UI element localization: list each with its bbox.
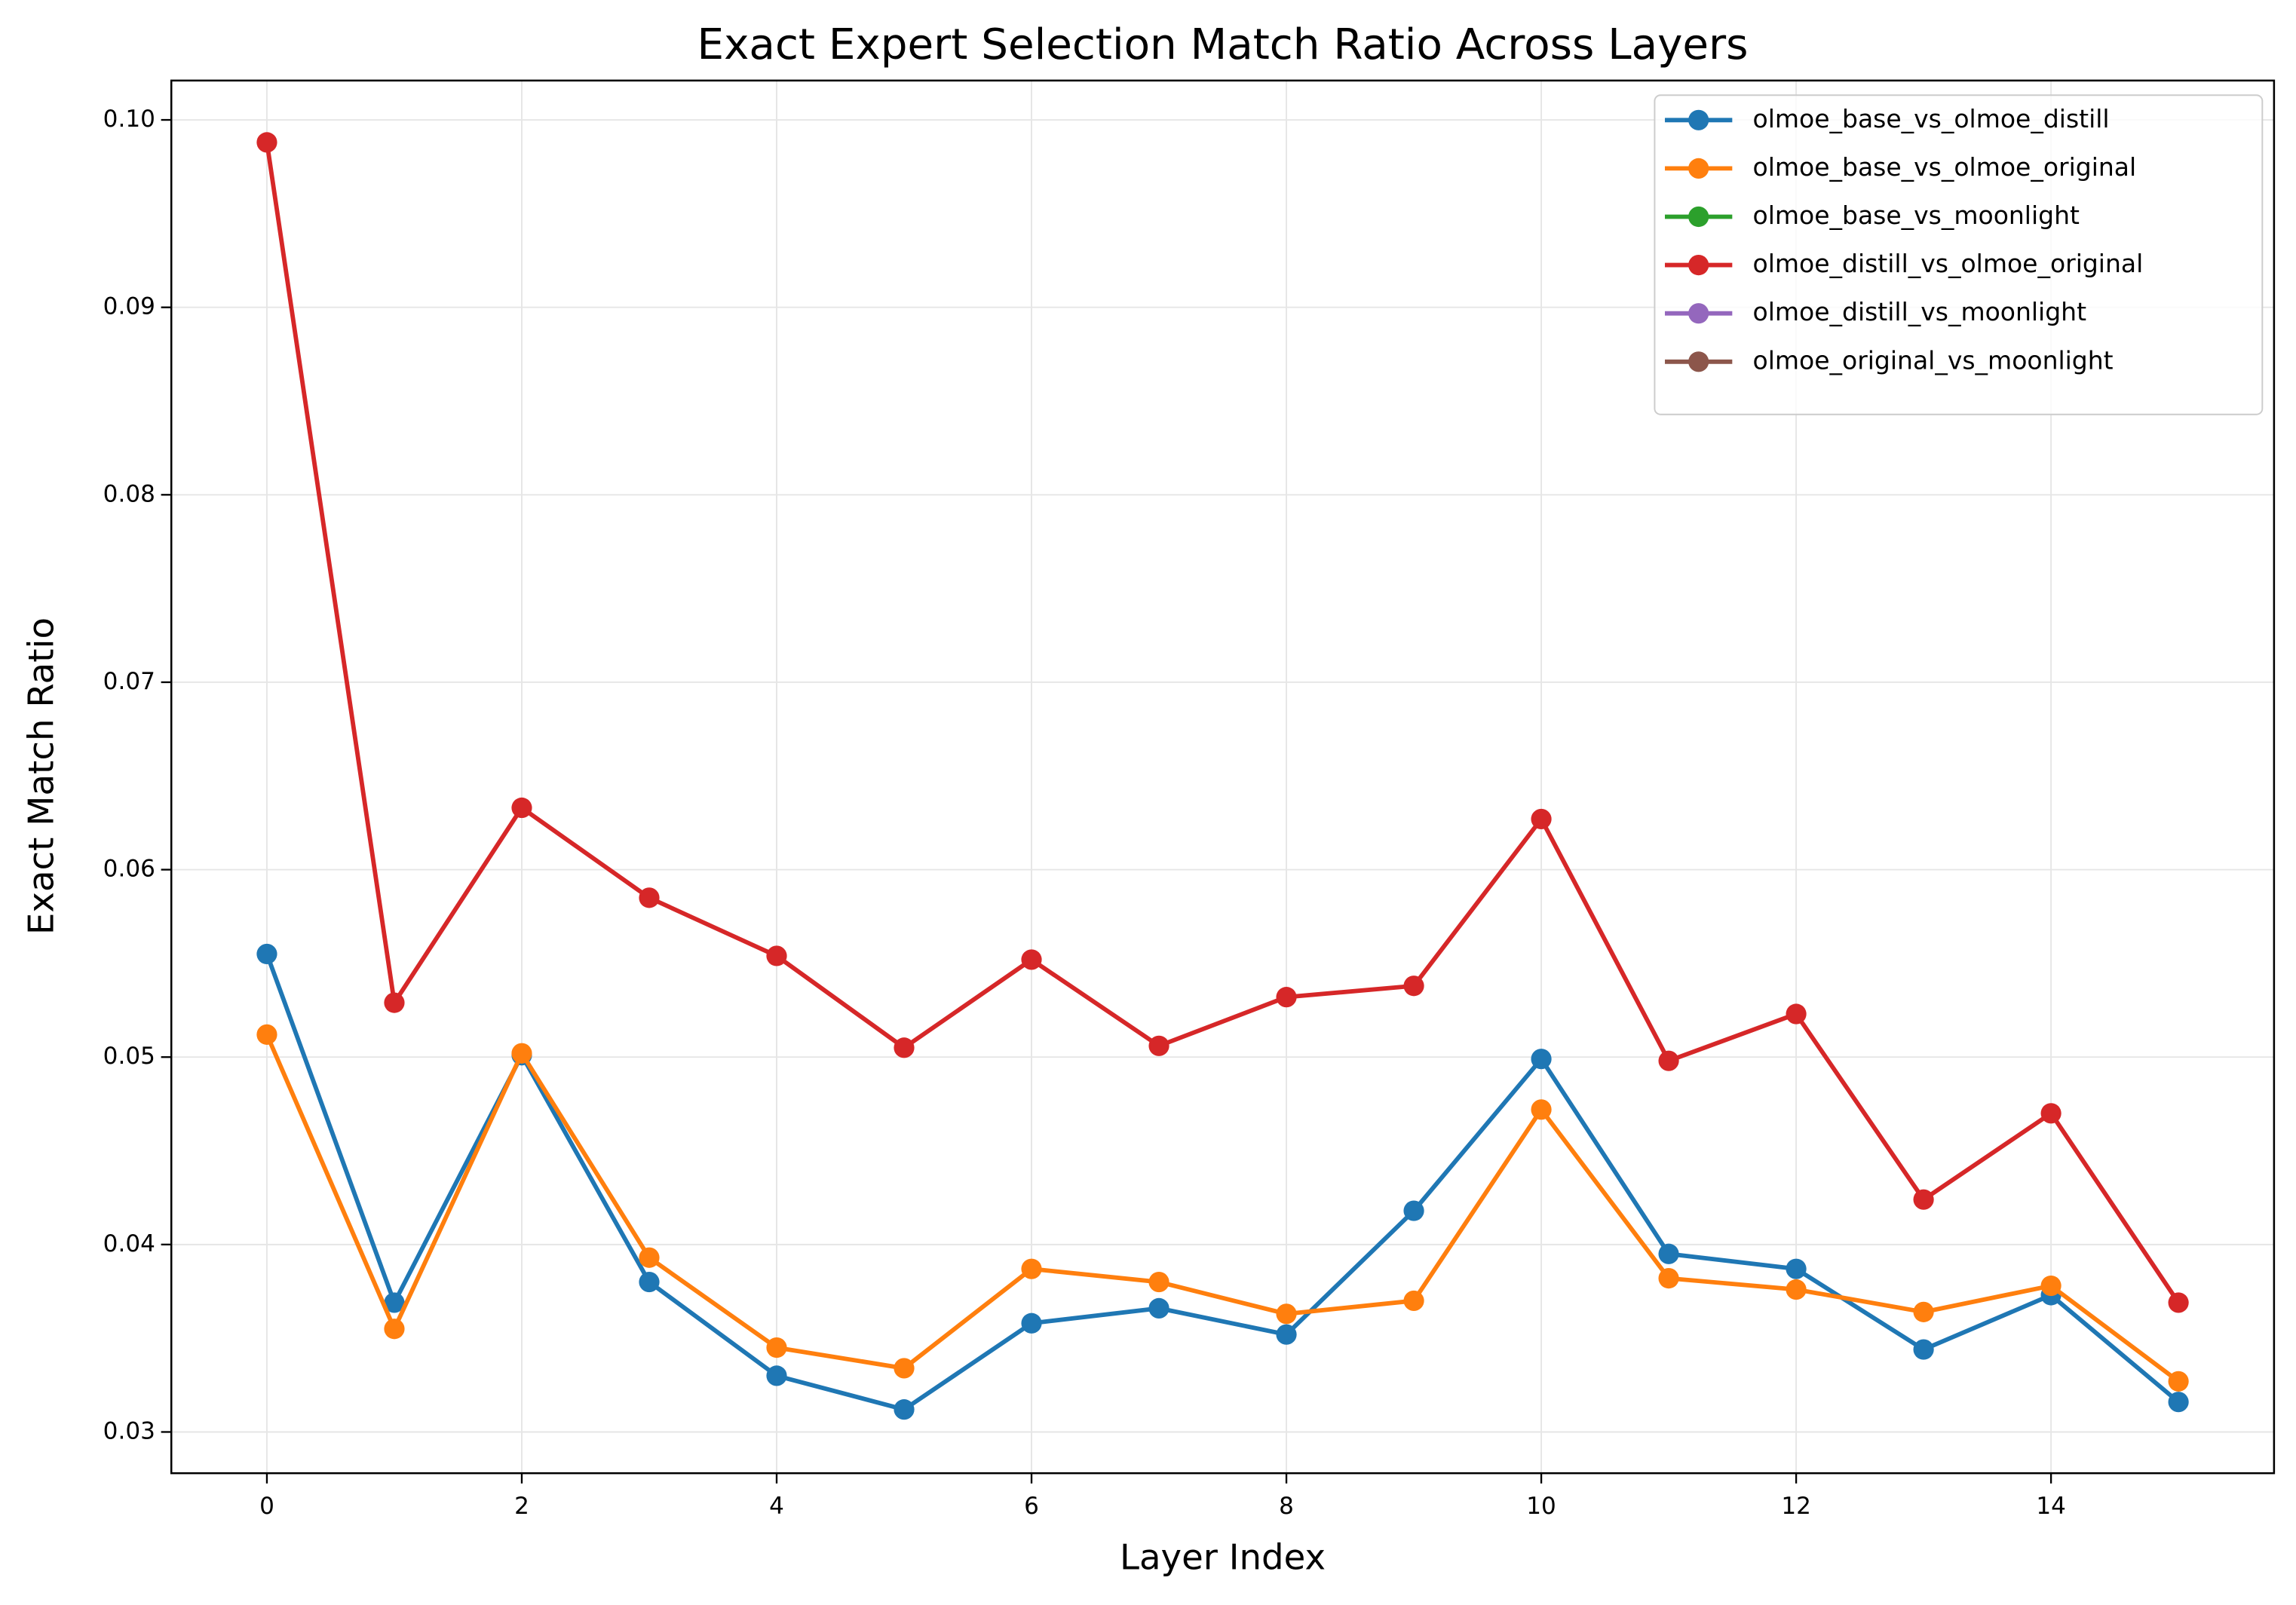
- data-point: [1276, 1324, 1297, 1345]
- legend-label: olmoe_distill_vs_olmoe_original: [1753, 249, 2144, 278]
- y-tick-label: 0.05: [103, 1043, 155, 1070]
- x-tick-label: 10: [1526, 1493, 1556, 1520]
- x-tick-label: 8: [1279, 1493, 1294, 1520]
- series-line: [265, 142, 2181, 1304]
- data-point: [1403, 1200, 1424, 1221]
- data-point: [766, 1337, 787, 1358]
- series-line: [265, 953, 2180, 1412]
- data-point: [639, 887, 660, 908]
- legend-marker: [1688, 351, 1709, 372]
- data-point: [894, 1399, 915, 1420]
- data-point: [1913, 1339, 1934, 1360]
- y-tick-label: 0.03: [103, 1417, 155, 1444]
- data-point: [256, 943, 277, 965]
- data-point: [384, 1292, 405, 1313]
- y-tick-label: 0.04: [103, 1230, 155, 1257]
- data-point: [1148, 1271, 1169, 1293]
- y-tick-label: 0.10: [103, 106, 155, 133]
- x-tick-label: 12: [1781, 1493, 1811, 1520]
- y-tick-label: 0.09: [103, 293, 155, 320]
- x-axis-label: Layer Index: [1120, 1536, 1326, 1577]
- data-point: [1531, 808, 1552, 830]
- data-point: [1148, 1297, 1169, 1319]
- data-point: [1531, 1049, 1552, 1070]
- data-point: [384, 992, 405, 1013]
- data-point: [511, 797, 532, 819]
- x-tick-label: 2: [514, 1493, 529, 1520]
- y-tick-label: 0.08: [103, 480, 155, 507]
- data-point: [1531, 1099, 1552, 1120]
- data-point: [511, 1043, 532, 1064]
- data-point: [1021, 1312, 1042, 1334]
- data-point: [766, 945, 787, 966]
- data-point: [1021, 1258, 1042, 1279]
- x-tick-label: 0: [259, 1493, 274, 1520]
- x-tick-label: 6: [1024, 1493, 1039, 1520]
- legend-box: [1654, 94, 2264, 415]
- data-point: [1021, 949, 1042, 970]
- y-tick-label: 0.06: [103, 856, 155, 883]
- legend-label: olmoe_base_vs_olmoe_distill: [1753, 104, 2110, 133]
- data-point: [1276, 987, 1297, 1008]
- data-point: [2040, 1275, 2061, 1297]
- data-point: [1148, 1035, 1169, 1056]
- data-point: [1658, 1243, 1679, 1264]
- legend-label: olmoe_base_vs_olmoe_original: [1753, 152, 2137, 182]
- x-tick-label: 4: [769, 1493, 784, 1520]
- y-axis-label: Exact Match Ratio: [21, 617, 62, 935]
- data-point: [1786, 1003, 1807, 1025]
- data-point: [639, 1247, 660, 1268]
- data-point: [2040, 1103, 2061, 1124]
- data-point: [1786, 1279, 1807, 1300]
- legend-label: olmoe_base_vs_moonlight: [1753, 201, 2080, 230]
- legend-marker: [1688, 158, 1709, 179]
- data-point: [1403, 1290, 1424, 1312]
- y-tick-label: 0.07: [103, 668, 155, 695]
- legend-marker: [1688, 254, 1709, 276]
- x-tick-label: 14: [2036, 1493, 2066, 1520]
- legend-marker: [1688, 109, 1709, 130]
- data-point: [1276, 1303, 1297, 1325]
- series-line: [265, 1034, 2180, 1383]
- data-point: [384, 1319, 405, 1340]
- chart-title: Exact Expert Selection Match Ratio Acros…: [697, 20, 1749, 69]
- plot-frame: [170, 79, 2276, 1475]
- legend-marker: [1688, 303, 1709, 324]
- data-point: [894, 1037, 915, 1058]
- data-point: [1913, 1189, 1934, 1210]
- data-point: [1658, 1050, 1679, 1071]
- data-point: [1403, 976, 1424, 997]
- data-point: [1786, 1258, 1807, 1279]
- legend: olmoe_base_vs_olmoe_distill olmoe_base_vs…: [1654, 94, 2264, 415]
- data-point: [2168, 1371, 2189, 1392]
- data-point: [256, 132, 277, 153]
- legend-marker: [1688, 206, 1709, 228]
- data-point: [2168, 1292, 2189, 1313]
- data-point: [894, 1358, 915, 1379]
- legend-label: olmoe_original_vs_moonlight: [1753, 345, 2114, 375]
- data-point: [1658, 1267, 1679, 1289]
- data-point: [1913, 1301, 1934, 1322]
- legend-label: olmoe_distill_vs_moonlight: [1753, 297, 2087, 326]
- data-point: [2168, 1392, 2189, 1413]
- data-point: [766, 1365, 787, 1386]
- data-point: [639, 1271, 660, 1293]
- data-point: [256, 1024, 277, 1045]
